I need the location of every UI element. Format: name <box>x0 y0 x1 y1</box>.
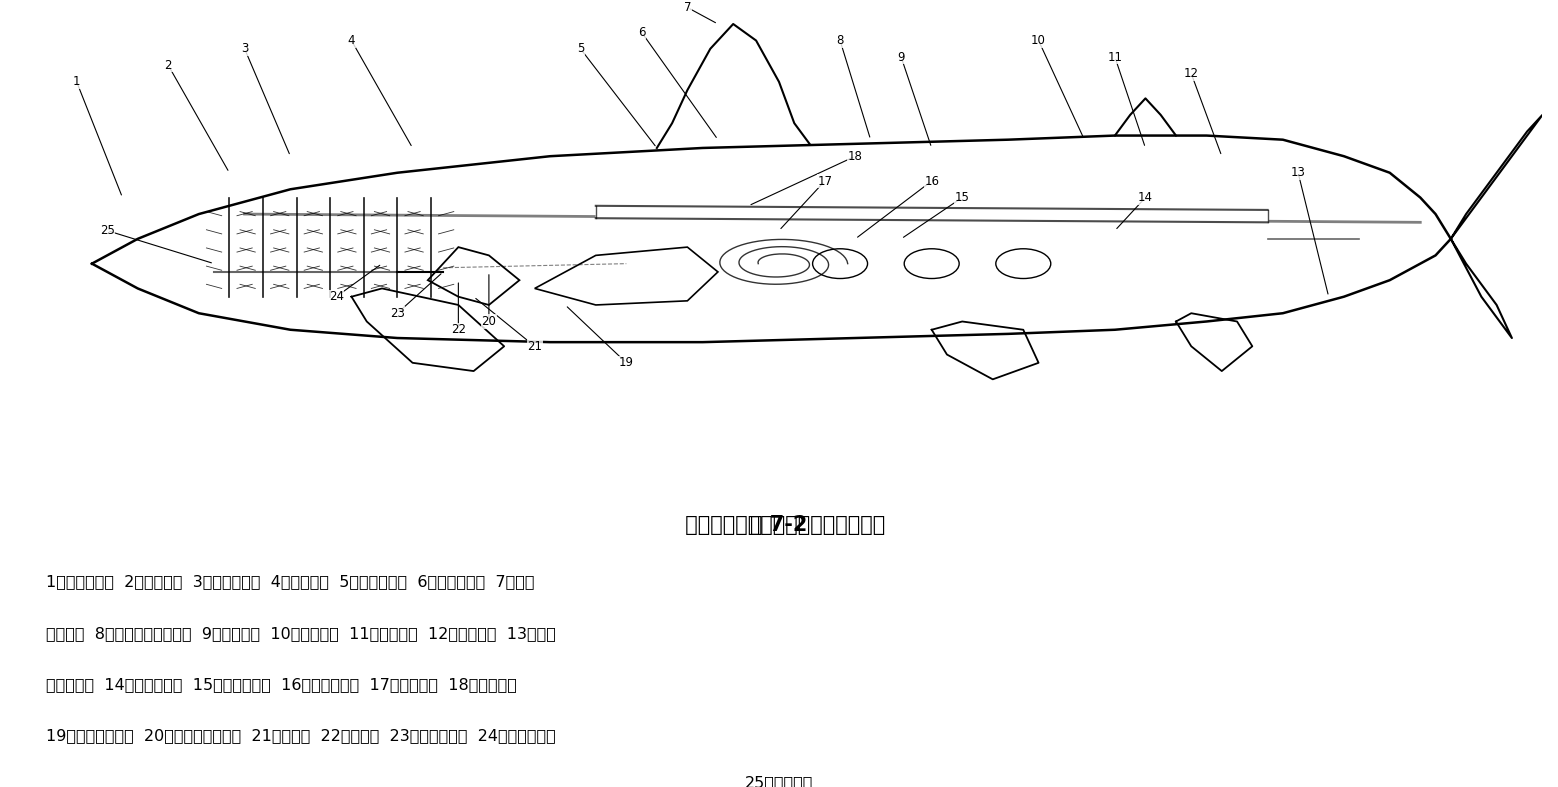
Text: 膜动脉；  8．生殖腺动、静脉；  9．肾静脉；  10．肾动脉；  11．尾动脉；  12．尾静脉；  13．腹鳓: 膜动脉； 8．生殖腺动、静脉； 9．肾静脉； 10．肾动脉； 11．尾动脉； 1… <box>47 626 556 641</box>
Text: 14: 14 <box>1137 191 1153 204</box>
Text: 8: 8 <box>837 34 844 47</box>
Text: 18: 18 <box>848 150 863 163</box>
Text: 19: 19 <box>619 357 634 369</box>
Text: 7: 7 <box>684 1 692 14</box>
Text: 21: 21 <box>527 340 542 353</box>
Text: 4: 4 <box>347 34 355 47</box>
Text: 23: 23 <box>390 307 405 320</box>
Text: 一般鱼类（角鲨代表）血液循环图式: 一般鱼类（角鲨代表）血液循环图式 <box>673 515 885 535</box>
Text: 2: 2 <box>165 59 171 72</box>
Text: 6: 6 <box>637 26 645 39</box>
Text: 5: 5 <box>576 42 584 55</box>
Text: 24: 24 <box>329 290 344 303</box>
Text: 25．入鸃动脉: 25．入鸃动脉 <box>745 775 813 787</box>
Text: 3: 3 <box>241 42 248 55</box>
Text: 25: 25 <box>100 224 115 237</box>
Text: 17: 17 <box>818 175 832 187</box>
Text: 1．前主静脉；  2．颈动脉；  3．出鸃动脉；  4．静脉岛；  5．后主静脉；  6．体腔动脉；  7．肠系: 1．前主静脉； 2．颈动脉； 3．出鸃动脉； 4．静脉岛； 5．后主静脉； 6．… <box>47 575 534 589</box>
Text: 10: 10 <box>1031 34 1045 47</box>
Text: 19．古维氏导管；  20．锁骨下动静脉；  21．心室；  22．心房；  23．动脉圆锥；  24．腹主动脉；: 19．古维氏导管； 20．锁骨下动静脉； 21．心室； 22．心房； 23．动脉… <box>47 728 556 743</box>
Text: 11: 11 <box>1108 50 1122 64</box>
Text: 22: 22 <box>450 323 466 336</box>
Text: 15: 15 <box>955 191 969 204</box>
Text: 12: 12 <box>1184 67 1198 80</box>
Text: 20: 20 <box>481 315 497 328</box>
Text: 动、静脉；  14．肾门静脉；  15．肝门静脉；  16．侧腹静脉；  17．肝动脉；  18．肝静脉；: 动、静脉； 14．肾门静脉； 15．肝门静脉； 16．侧腹静脉； 17．肝动脉；… <box>47 677 517 692</box>
Text: 图 7-2: 图 7-2 <box>751 515 807 535</box>
Text: 9: 9 <box>897 50 905 64</box>
Text: 1: 1 <box>73 76 81 88</box>
Text: 13: 13 <box>1290 166 1306 179</box>
Text: 16: 16 <box>924 175 939 187</box>
